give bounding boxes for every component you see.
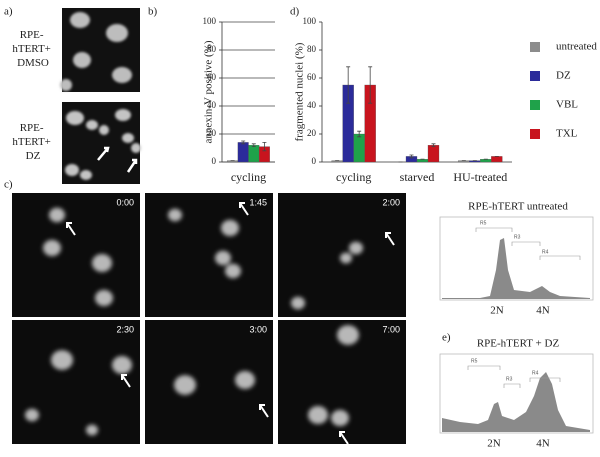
time-label: 2:30 bbox=[116, 324, 134, 334]
x-tick-label: cycling bbox=[336, 170, 371, 184]
y-axis-label: fragmented nuclei (%) bbox=[294, 42, 306, 141]
y-tick-label: 40 bbox=[307, 100, 317, 110]
x-label: 4N bbox=[536, 438, 550, 450]
error-bar bbox=[241, 140, 246, 145]
x-tick-label: HU-treated bbox=[453, 170, 507, 184]
micrograph: 0:00 bbox=[12, 193, 140, 317]
micrograph: 2:00 bbox=[278, 193, 406, 317]
histogram: RPE-hTERT untreated R5 R3 R4 2N 4N bbox=[439, 201, 594, 317]
time-label: 7:00 bbox=[382, 324, 400, 334]
micrograph bbox=[60, 8, 140, 92]
error-bar bbox=[262, 142, 267, 152]
condition-label: RPE- hTERT+ DZ bbox=[12, 122, 53, 162]
bar bbox=[491, 156, 503, 163]
y-tick-label: 100 bbox=[303, 16, 317, 26]
y-tick-label: 60 bbox=[207, 72, 217, 82]
error-bar bbox=[368, 66, 373, 104]
y-tick-label: 100 bbox=[203, 16, 217, 26]
charts: b) annexin-V positive (%) 0 20 40 60 80 100 cycl… bbox=[148, 6, 597, 184]
gate-label: R3 bbox=[514, 234, 521, 240]
gate-label: R5 bbox=[480, 220, 487, 226]
panel-label: b) bbox=[148, 6, 158, 18]
x-label: 2N bbox=[487, 438, 501, 450]
y-tick-label: 80 bbox=[307, 44, 317, 54]
legend-label: VBL bbox=[556, 99, 578, 111]
y-tick-label: 0 bbox=[212, 156, 217, 166]
legend-label: untreated bbox=[556, 41, 597, 53]
panel-label: a) bbox=[4, 6, 13, 18]
legend-swatch bbox=[530, 71, 540, 81]
bar-chart: b) annexin-V positive (%) 0 20 40 60 80 100 cycl… bbox=[148, 6, 275, 184]
error-bar bbox=[409, 154, 414, 159]
micrograph: 3:00 bbox=[145, 320, 273, 444]
gate-label: R4 bbox=[532, 370, 539, 376]
time-label: 2:00 bbox=[382, 197, 400, 207]
y-tick-label: 0 bbox=[312, 156, 317, 166]
micrograph: 2:30 bbox=[12, 320, 140, 444]
y-tick-label: 20 bbox=[307, 128, 317, 138]
error-bar bbox=[251, 143, 256, 147]
legend-swatch bbox=[530, 129, 540, 139]
bar bbox=[480, 159, 492, 163]
bar bbox=[427, 145, 440, 163]
x-tick-label: starved bbox=[400, 170, 435, 184]
legend-label: DZ bbox=[556, 70, 571, 82]
y-tick-label: 80 bbox=[207, 44, 217, 54]
bar bbox=[248, 145, 260, 163]
panel-label: c) bbox=[4, 179, 13, 191]
x-label: 4N bbox=[536, 305, 550, 317]
panel-label: e) bbox=[442, 332, 451, 344]
bar-chart: d) fragmented nuclei (%) 0 20 40 60 80 100 cycli… bbox=[290, 6, 597, 184]
legend-swatch bbox=[530, 42, 540, 52]
x-label: 2N bbox=[490, 305, 504, 317]
x-tick-label: cycling bbox=[231, 170, 266, 184]
panel-label: d) bbox=[290, 6, 300, 18]
time-lapse: 0:00 1:45 2:00 2:30 3:00 7:00 bbox=[12, 193, 406, 445]
histogram-title: RPE-hTERT + DZ bbox=[477, 338, 560, 350]
legend-swatch bbox=[530, 100, 540, 110]
micrograph: 7:00 bbox=[278, 320, 406, 445]
error-bar bbox=[357, 130, 362, 138]
y-tick-label: 20 bbox=[207, 128, 217, 138]
legend: untreated DZ VBL TXL bbox=[530, 41, 597, 140]
histogram-title: RPE-hTERT untreated bbox=[468, 201, 568, 213]
condition-label: RPE- hTERT+ DMSO bbox=[12, 29, 53, 69]
histogram: RPE-hTERT + DZ R5 R3 R4 2N 4N bbox=[439, 338, 594, 450]
y-tick-label: 60 bbox=[307, 72, 317, 82]
bar bbox=[353, 133, 365, 163]
gate-label: R5 bbox=[471, 358, 478, 364]
legend-label: TXL bbox=[556, 128, 578, 140]
time-label: 1:45 bbox=[249, 197, 267, 207]
error-bar bbox=[431, 143, 436, 147]
time-label: 0:00 bbox=[116, 197, 134, 207]
error-bar bbox=[346, 66, 351, 104]
time-label: 3:00 bbox=[249, 324, 267, 334]
bar bbox=[237, 142, 249, 163]
gate-label: R3 bbox=[506, 376, 513, 382]
y-axis-label: annexin-V positive (%) bbox=[203, 40, 215, 143]
micrograph bbox=[62, 102, 141, 184]
bar bbox=[416, 159, 429, 163]
gate-label: R4 bbox=[542, 249, 549, 255]
y-tick-label: 40 bbox=[207, 100, 217, 110]
micrograph: 1:45 bbox=[145, 193, 273, 317]
